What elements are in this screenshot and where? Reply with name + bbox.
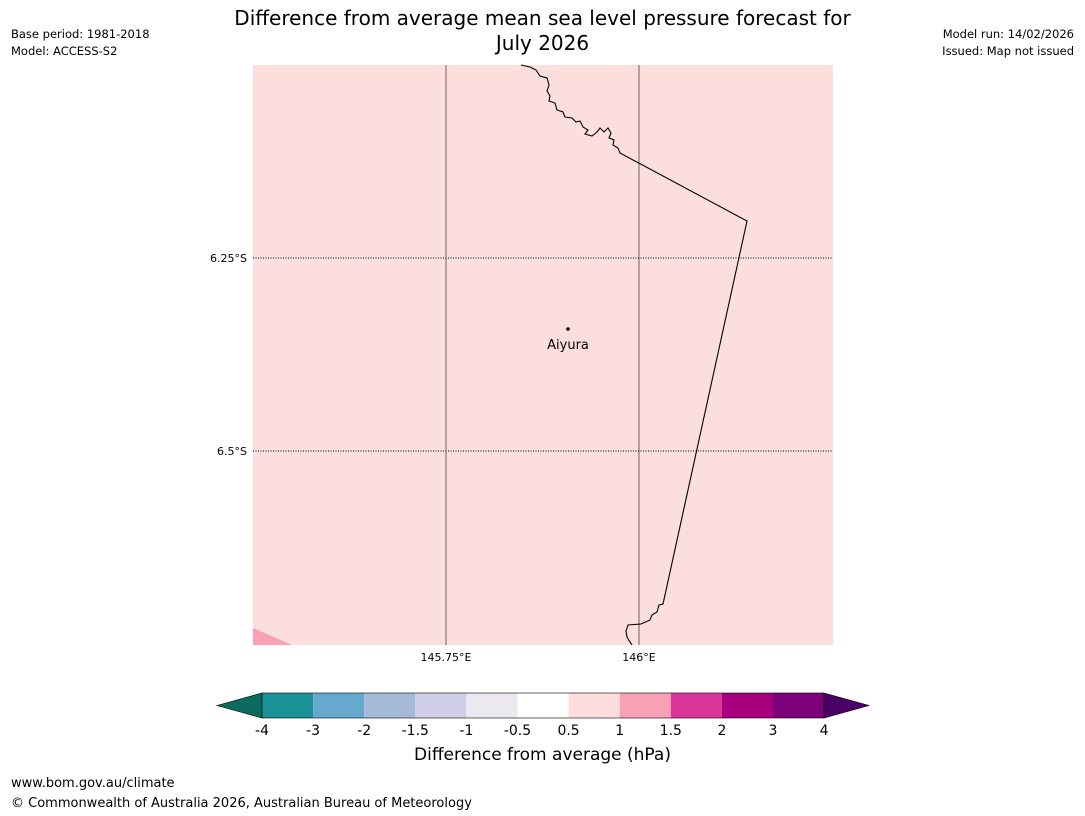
footer-url: www.bom.gov.au/climate (11, 776, 175, 791)
aiyura-marker (566, 327, 570, 331)
colorbar-segment (466, 693, 518, 718)
colorbar-segment (364, 693, 416, 718)
colorbar-under-arrow (215, 692, 263, 719)
colorbar-frame (261, 692, 825, 719)
border-line (520, 64, 748, 646)
colorbar-segment (619, 693, 671, 718)
colorbar-tick-label: -2 (357, 723, 371, 739)
model-text: Model: ACCESS-S2 (11, 44, 118, 58)
colorbar-segment (262, 693, 314, 718)
map-title: Difference from average mean sea level p… (0, 6, 1085, 56)
lat-label-6-25: 6.25°S (210, 252, 247, 265)
colorbar-segment (568, 693, 620, 718)
colorbar-segment (773, 693, 825, 718)
lon-label-146: 146°E (622, 651, 655, 664)
metadata-left: Base period: 1981-2018 Model: ACCESS-S2 (11, 26, 150, 60)
colorbar-tick-label: 3 (769, 723, 778, 739)
colorbar-tick-label: -1.5 (402, 723, 429, 739)
issued-text: Issued: Map not issued (942, 44, 1074, 58)
title-line-1: Difference from average mean sea level p… (234, 6, 851, 30)
metadata-right: Model run: 14/02/2026 Issued: Map not is… (942, 26, 1074, 60)
colorbar-tick-label: 2 (717, 723, 726, 739)
title-line-2: July 2026 (495, 31, 590, 55)
colorbar-segment (517, 693, 569, 718)
anomaly-patch (253, 628, 292, 645)
colorbar: -4 -3 -2 -1.5 -1 -0.5 0.5 1 1.5 2 3 4 (215, 692, 871, 739)
lat-label-6-5: 6.5°S (217, 445, 247, 458)
map-background (253, 65, 833, 645)
footer-copyright: © Commonwealth of Australia 2026, Austra… (11, 796, 472, 811)
colorbar-title: Difference from average (hPa) (414, 745, 671, 765)
colorbar-tick-label: -3 (306, 723, 320, 739)
colorbar-tick-label: -4 (255, 723, 269, 739)
place-label-aiyura: Aiyura (547, 338, 589, 353)
colorbar-tick-label: 1.5 (660, 723, 682, 739)
colorbar-tick-label: 0.5 (557, 723, 579, 739)
colorbar-tick-label: 4 (820, 723, 829, 739)
model-run-text: Model run: 14/02/2026 (942, 27, 1074, 41)
lon-label-145-75: 145.75°E (421, 651, 472, 664)
colorbar-segment (313, 693, 365, 718)
colorbar-segment (415, 693, 467, 718)
colorbar-tick-label: -1 (459, 723, 473, 739)
base-period-text: Base period: 1981-2018 (11, 27, 150, 41)
colorbar-over-arrow (823, 692, 871, 719)
colorbar-segment (721, 693, 773, 718)
colorbar-tick-label: 1 (615, 723, 624, 739)
colorbar-tick-label: -0.5 (504, 723, 531, 739)
colorbar-segment (670, 693, 722, 718)
